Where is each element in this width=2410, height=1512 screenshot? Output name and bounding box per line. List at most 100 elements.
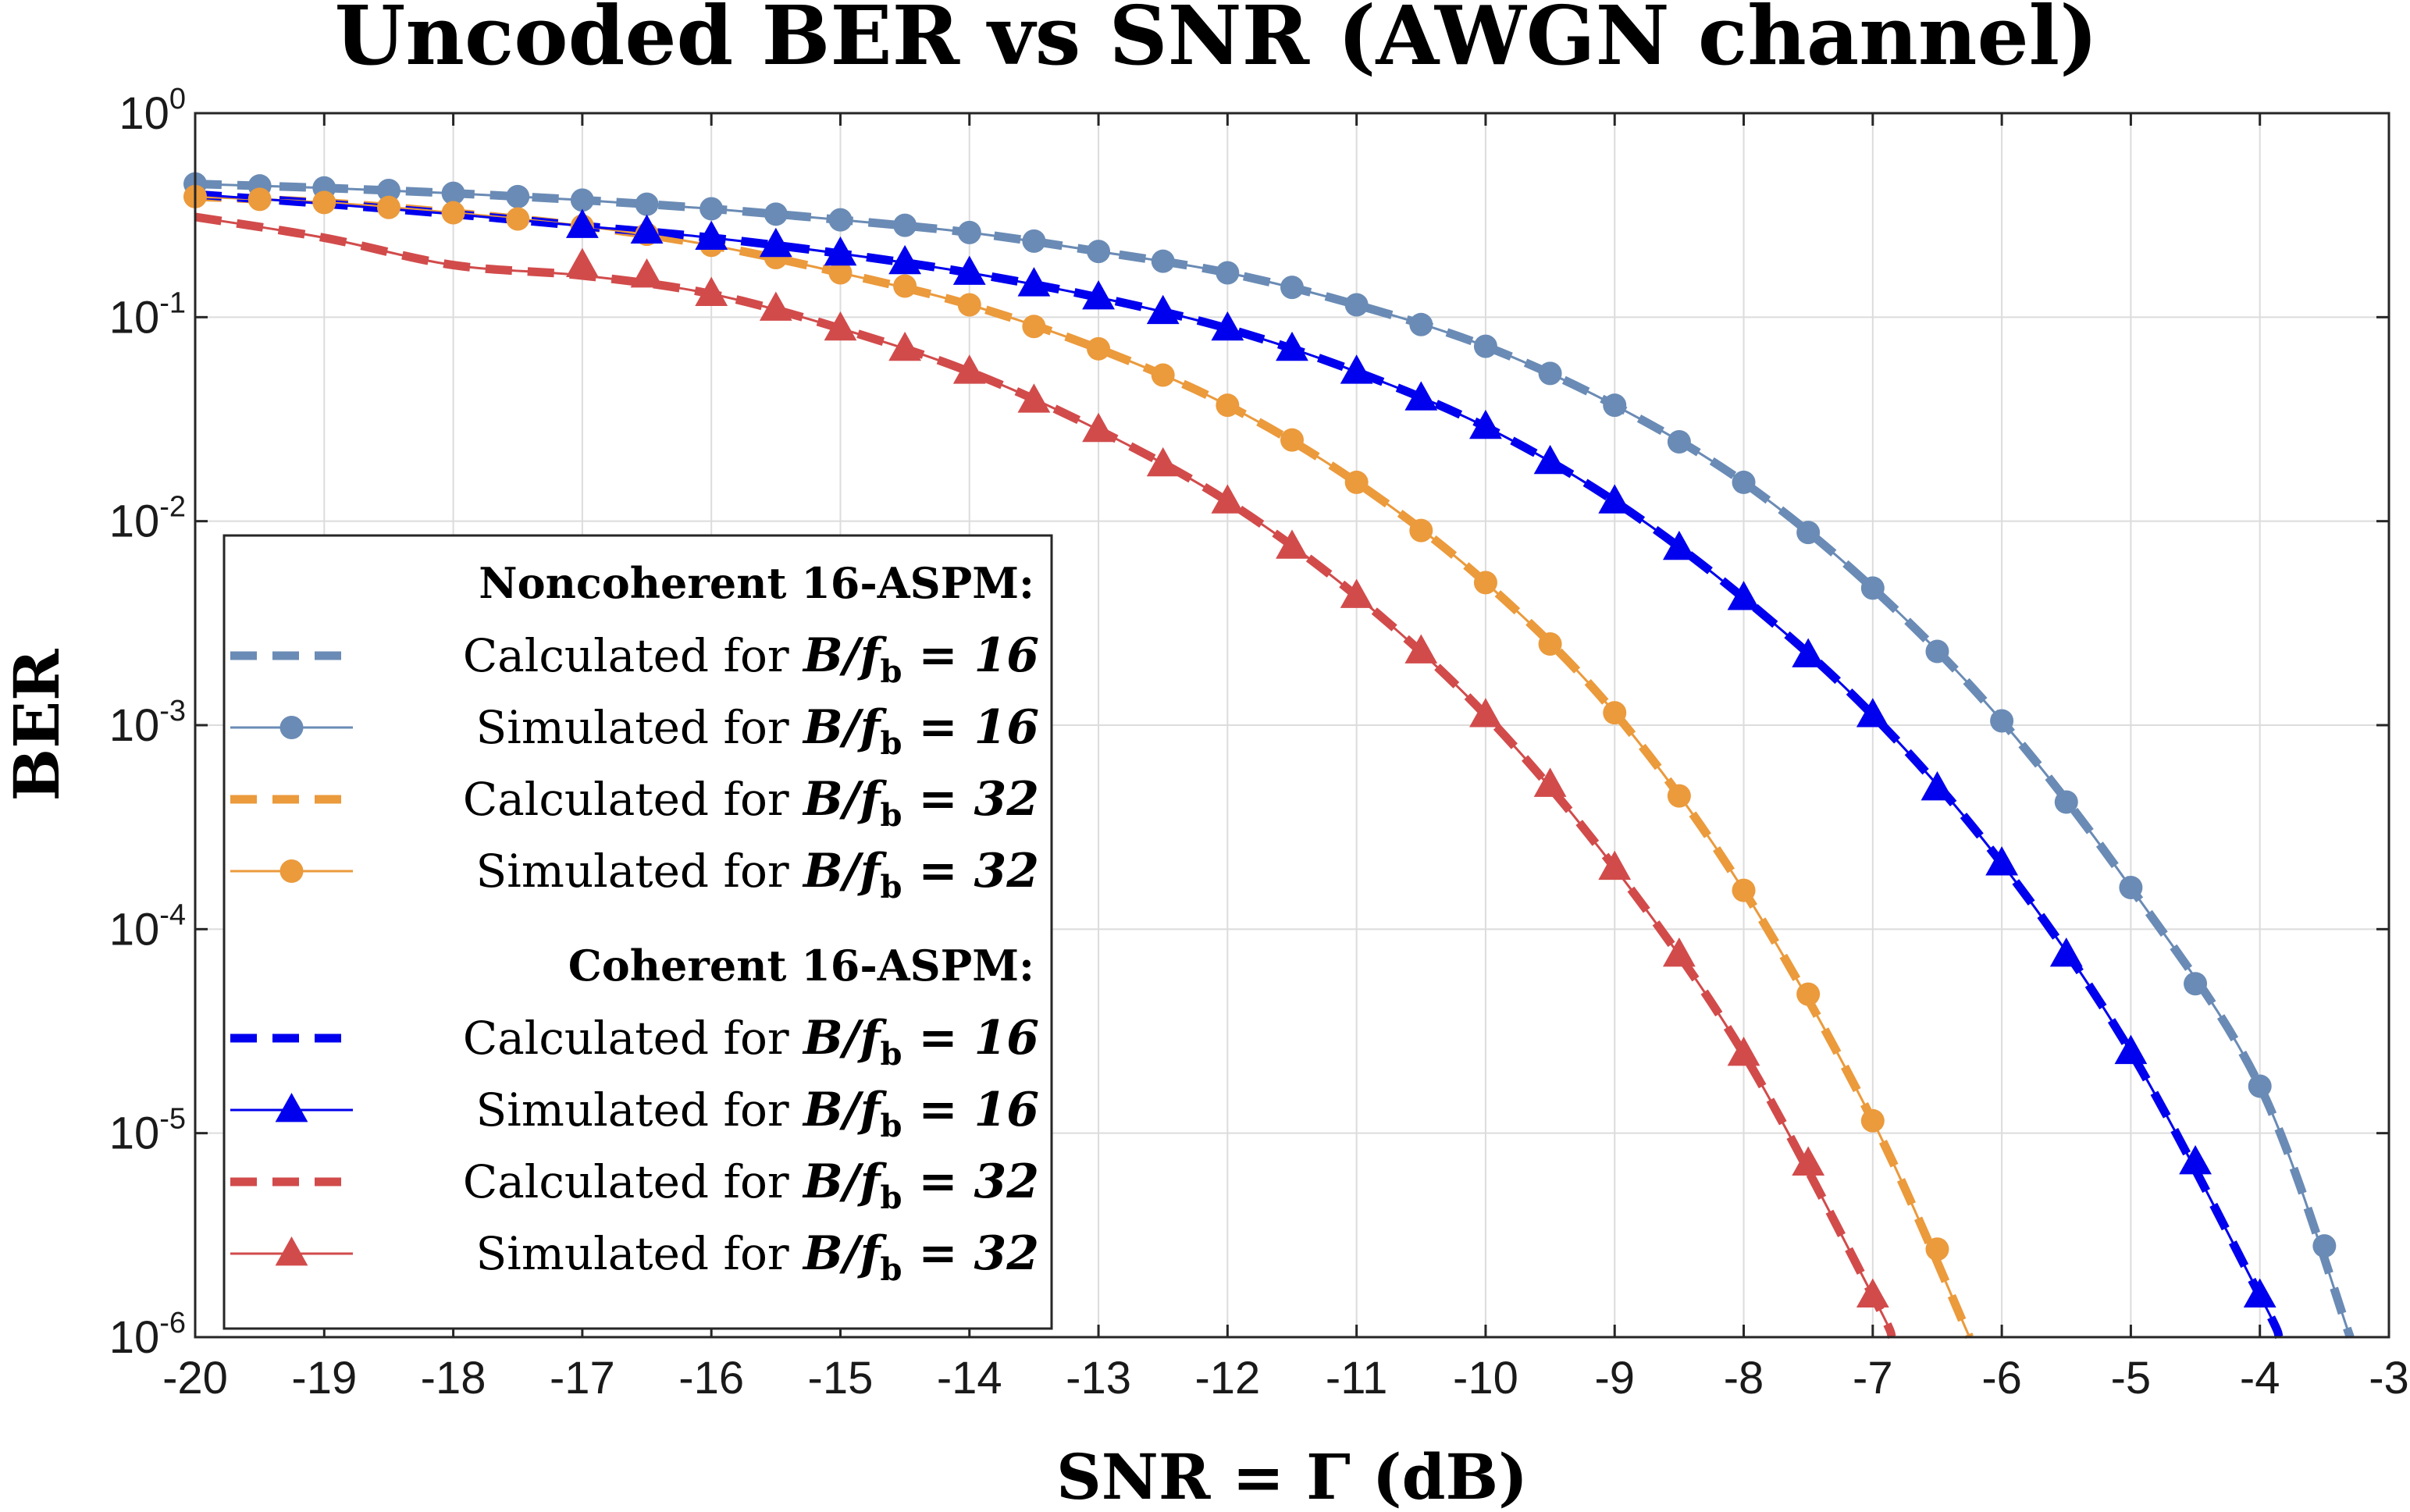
sim-marker-triangle <box>565 208 599 238</box>
legend-entry-label: Calculated for B/fb = 32 <box>463 772 1039 834</box>
sim-marker-circle <box>1280 276 1304 300</box>
legend-group-heading: Noncoherent 16-ASPM: <box>479 558 1034 608</box>
sim-marker-triangle <box>1469 409 1502 439</box>
y-tick-label: 100 <box>119 83 186 139</box>
y-tick-label: 10-6 <box>109 1307 186 1363</box>
sim-marker-circle <box>376 195 400 219</box>
sim-marker-circle <box>312 190 336 215</box>
sim-marker-triangle <box>1533 767 1567 797</box>
sim-marker-triangle <box>1533 444 1567 475</box>
sim-marker-circle <box>1925 639 1949 664</box>
sim-marker-triangle <box>1662 937 1696 967</box>
sim-marker-circle <box>570 188 594 212</box>
sim-marker-circle <box>2312 1234 2337 1258</box>
sim-marker-triangle <box>1404 381 1438 411</box>
sim-marker-triangle <box>1146 294 1180 325</box>
x-tick-label: -7 <box>1853 1353 1893 1403</box>
x-tick-label: -20 <box>162 1353 228 1403</box>
y-tick-label: 10-3 <box>109 695 186 751</box>
sim-marker-triangle <box>824 311 857 341</box>
sim-marker-circle <box>1473 571 1497 595</box>
sim-marker-triangle <box>952 354 986 384</box>
sim-marker-triangle <box>1792 638 1825 667</box>
legend-entry-label: Calculated for B/fb = 16 <box>463 1011 1039 1073</box>
sim-marker-circle <box>1087 336 1111 361</box>
sim-marker-circle <box>1216 261 1240 285</box>
y-axis-label: BER <box>0 649 73 802</box>
sim-marker-triangle <box>695 220 728 251</box>
y-tick-label: 10-1 <box>109 286 186 343</box>
sim-marker-circle <box>764 202 788 226</box>
legend-entry-label: Simulated for B/fb = 32 <box>476 844 1039 905</box>
sim-marker-circle <box>1280 428 1304 452</box>
sim-marker-circle <box>828 208 853 232</box>
sim-marker-circle <box>1151 363 1175 387</box>
sim-marker-triangle <box>1017 383 1051 413</box>
legend-group-heading: Coherent 16-ASPM: <box>568 941 1034 991</box>
sim-marker-triangle <box>759 227 792 258</box>
sim-marker-circle <box>1603 701 1627 725</box>
legend-swatch-circle <box>279 716 304 739</box>
sim-marker-triangle <box>1662 530 1696 560</box>
sim-marker-circle <box>506 207 530 231</box>
x-axis-label: SNR = Γ (dB) <box>1056 1440 1528 1512</box>
sim-marker-circle <box>2119 875 2143 899</box>
sim-marker-triangle <box>630 258 664 288</box>
sim-marker-triangle <box>2114 1034 2148 1065</box>
legend-entry-label: Calculated for B/fb = 32 <box>463 1154 1039 1216</box>
x-tick-label: -10 <box>1453 1353 1518 1403</box>
sim-marker-circle <box>1022 229 1046 253</box>
sim-marker-circle <box>700 197 724 221</box>
sim-marker-circle <box>893 213 917 237</box>
x-tick-label: -14 <box>937 1353 1002 1403</box>
x-tick-label: -6 <box>1981 1353 2022 1403</box>
legend-swatch-triangle <box>275 1236 308 1266</box>
legend-swatch-circle <box>279 859 304 883</box>
sim-marker-triangle <box>1340 354 1373 384</box>
sim-marker-circle <box>957 293 981 317</box>
simulated-line-c32 <box>194 215 1893 1338</box>
sim-marker-triangle <box>565 247 599 278</box>
chart-title: Uncoded BER vs SNR (AWGN channel) <box>335 0 2099 84</box>
sim-marker-circle <box>441 181 465 205</box>
sim-marker-triangle <box>1017 267 1051 297</box>
x-tick-label: -18 <box>421 1353 486 1403</box>
x-tick-label: -11 <box>1326 1353 1388 1403</box>
sim-marker-circle <box>1344 293 1369 317</box>
sim-marker-triangle <box>888 244 922 275</box>
sim-marker-circle <box>1732 470 1756 494</box>
sim-marker-circle <box>635 192 659 216</box>
sim-marker-circle <box>1796 521 1821 545</box>
legend-entry-label: Simulated for B/fb = 32 <box>476 1226 1039 1288</box>
x-tick-label: -17 <box>550 1353 615 1403</box>
sim-marker-circle <box>1860 576 1885 600</box>
sim-marker-triangle <box>2049 937 2083 967</box>
x-tick-label: -9 <box>1594 1353 1635 1403</box>
sim-marker-circle <box>957 220 981 244</box>
sim-marker-circle <box>1603 393 1627 418</box>
sim-marker-circle <box>1409 312 1433 336</box>
sim-marker-triangle <box>695 276 728 306</box>
sim-marker-circle <box>247 187 272 212</box>
sim-marker-triangle <box>1727 581 1760 610</box>
sim-marker-circle <box>1538 361 1562 386</box>
sim-marker-triangle <box>1792 1146 1825 1176</box>
sim-marker-triangle <box>1211 484 1244 514</box>
x-tick-label: -12 <box>1194 1353 1260 1403</box>
sim-marker-triangle <box>888 331 922 361</box>
sim-marker-triangle <box>2179 1144 2212 1175</box>
simulated-curves <box>183 172 2351 1338</box>
sim-marker-triangle <box>1469 698 1502 728</box>
sim-marker-triangle <box>1856 698 1889 728</box>
sim-marker-circle <box>1022 315 1046 339</box>
sim-marker-circle <box>893 274 917 298</box>
sim-marker-circle <box>2248 1074 2272 1098</box>
legend-entry-label: Calculated for B/fb = 16 <box>463 628 1039 690</box>
legend-entry-label: Simulated for B/fb = 16 <box>476 1083 1039 1144</box>
sim-marker-circle <box>828 261 853 285</box>
sim-marker-triangle <box>2243 1278 2277 1308</box>
sim-marker-circle <box>1538 632 1562 656</box>
sim-marker-circle <box>1667 784 1691 808</box>
sim-marker-circle <box>441 201 465 225</box>
y-tick-label: 10-4 <box>109 898 186 955</box>
